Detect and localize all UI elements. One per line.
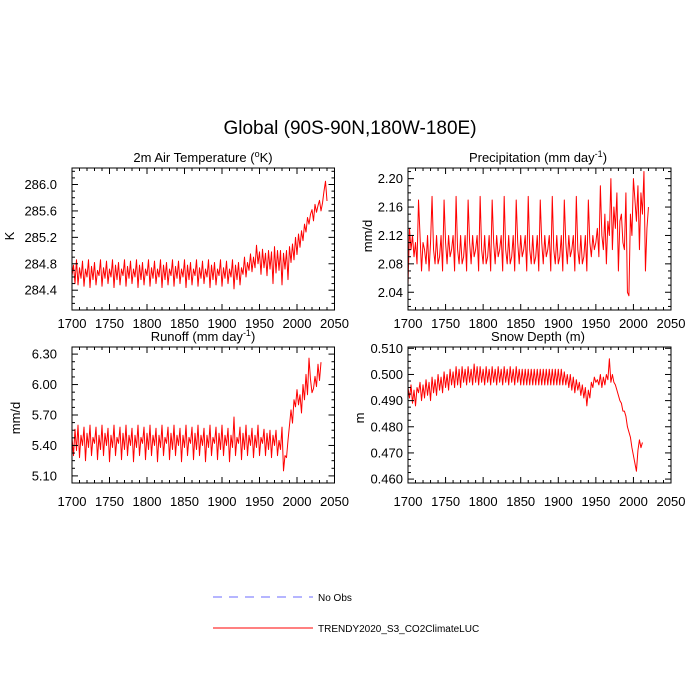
- y-tick-label: 5.10: [32, 468, 57, 483]
- panel-title: 2m Air Temperature (oK): [133, 149, 272, 165]
- x-tick-label: 1850: [506, 316, 535, 331]
- y-tick-label: 0.470: [370, 445, 403, 460]
- y-tick-label: 5.70: [32, 408, 57, 423]
- y-tick-label: 2.20: [378, 171, 403, 186]
- panel-snow-depth: Snow Depth (m) m 1700 1750 1800 1850 190…: [352, 329, 685, 509]
- y-tick-label: 0.480: [370, 419, 403, 434]
- y-tick-label: 5.40: [32, 438, 57, 453]
- y-tick-label: 285.2: [24, 230, 57, 245]
- panel-precipitation: Precipitation (mm day-1) mm/d 1700 1750 …: [360, 149, 685, 331]
- x-tick-label: 1750: [95, 494, 124, 509]
- y-tick-label: 2.16: [378, 200, 403, 215]
- x-tick-label: 1900: [208, 316, 237, 331]
- series-line: [407, 171, 649, 297]
- x-tick-label: 1700: [58, 316, 87, 331]
- series-line: [71, 180, 328, 290]
- x-tick-label: 1700: [394, 316, 423, 331]
- x-tick-label: 1750: [431, 316, 460, 331]
- x-tick-label: 1750: [431, 494, 460, 509]
- x-tick-label: 1800: [469, 316, 498, 331]
- x-tick-label: 2050: [320, 316, 349, 331]
- panel-title: Snow Depth (m): [491, 329, 585, 344]
- y-axis-label: m: [352, 413, 367, 424]
- x-tick-label: 2050: [657, 494, 686, 509]
- x-tick-label: 1950: [581, 494, 610, 509]
- plot-frame: [71, 346, 335, 484]
- series-line: [71, 357, 322, 472]
- y-tick-label: 2.12: [378, 228, 403, 243]
- x-tick-label: 1800: [133, 316, 162, 331]
- panel-air-temperature: 2m Air Temperature (oK) K 1700 1750 1800…: [2, 149, 349, 331]
- y-tick-label: 6.30: [32, 347, 57, 362]
- x-tick-label: 1850: [170, 494, 199, 509]
- panel-title: Precipitation (mm day-1): [469, 149, 607, 165]
- plot-frame: [407, 167, 672, 311]
- x-tick-label: 1950: [581, 316, 610, 331]
- x-tick-label: 1950: [245, 494, 274, 509]
- x-tick-label: 2000: [619, 316, 648, 331]
- y-axis-label: mm/d: [360, 220, 375, 253]
- x-tick-label: 1750: [95, 316, 124, 331]
- y-axis-label: mm/d: [8, 402, 23, 435]
- panel-air-temperature-plot: [71, 167, 335, 311]
- x-tick-label: 1800: [469, 494, 498, 509]
- main-title: Global (90S-90N,180W-180E): [223, 118, 476, 139]
- y-tick-label: 0.460: [370, 472, 403, 487]
- panel-precipitation-plot: [407, 167, 672, 311]
- x-tick-label: 2050: [320, 494, 349, 509]
- x-tick-label: 1800: [133, 494, 162, 509]
- y-tick-label: 2.04: [378, 285, 403, 300]
- plot-frame: [407, 346, 672, 484]
- legend: No Obs TRENDY2020_S3_CO2ClimateLUC: [213, 593, 479, 635]
- panel-runoff: Runoff (mm day-1) mm/d 1700 1750 1800 18…: [8, 328, 349, 509]
- legend-obs-label: No Obs: [318, 593, 352, 604]
- plot-layers: [71, 167, 672, 484]
- y-tick-label: 284.4: [24, 283, 57, 298]
- x-tick-label: 1900: [208, 494, 237, 509]
- x-tick-label: 2050: [657, 316, 686, 331]
- y-tick-label: 6.00: [32, 377, 57, 392]
- y-tick-label: 2.08: [378, 256, 403, 271]
- y-tick-label: 0.490: [370, 393, 403, 408]
- panel-snow-depth-plot: [407, 346, 672, 484]
- x-tick-label: 1900: [544, 494, 573, 509]
- y-tick-label: 0.500: [370, 367, 403, 382]
- x-tick-label: 1700: [394, 494, 423, 509]
- y-tick-label: 284.8: [24, 256, 57, 271]
- plot-frame: [71, 167, 335, 311]
- y-tick-label: 0.510: [370, 341, 403, 356]
- panel-title: Runoff (mm day-1): [151, 328, 256, 344]
- x-tick-label: 1950: [245, 316, 274, 331]
- x-tick-label: 1900: [544, 316, 573, 331]
- panel-runoff-plot: [71, 346, 335, 484]
- series-line: [407, 358, 643, 472]
- x-tick-label: 2000: [283, 316, 312, 331]
- legend-model-label: TRENDY2020_S3_CO2ClimateLUC: [318, 624, 479, 635]
- y-tick-label: 286.0: [24, 177, 57, 192]
- x-tick-label: 2000: [619, 494, 648, 509]
- x-tick-label: 2000: [283, 494, 312, 509]
- y-axis-label: K: [2, 231, 17, 240]
- x-tick-label: 1700: [58, 494, 87, 509]
- x-tick-label: 1850: [170, 316, 199, 331]
- y-tick-label: 285.6: [24, 203, 57, 218]
- x-tick-label: 1850: [506, 494, 535, 509]
